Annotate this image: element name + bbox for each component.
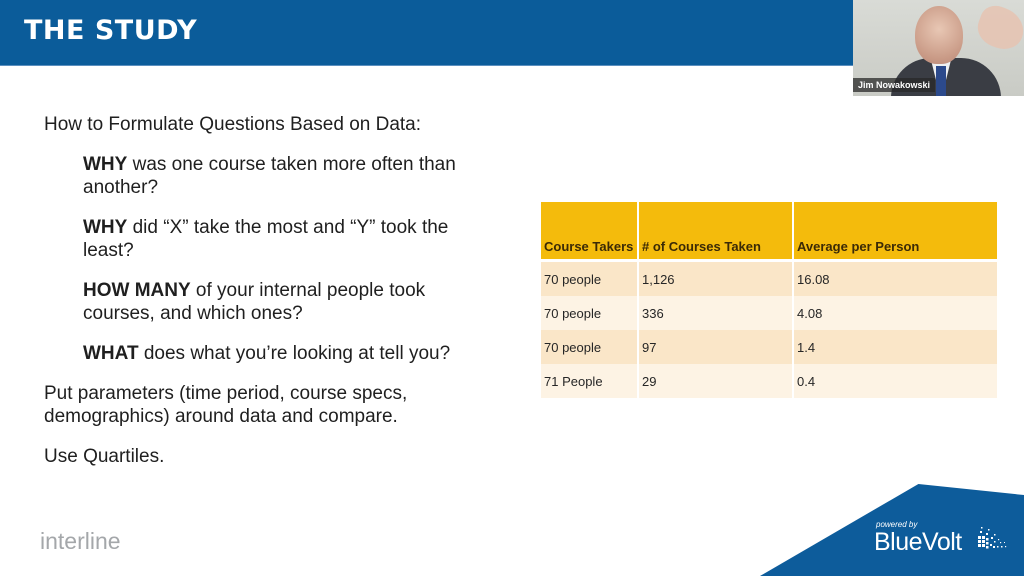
question-keyword: WHY xyxy=(83,217,128,238)
column-header-courses-taken: # of Courses Taken xyxy=(639,202,792,262)
table-cell: 97 xyxy=(639,330,792,364)
table-row: 70 people 1,126 16.08 xyxy=(541,262,997,296)
question-text: of your internal people took courses, an… xyxy=(83,280,426,324)
question-item: WHAT does what you’re looking at tell yo… xyxy=(83,342,523,365)
table-cell: 336 xyxy=(639,296,792,330)
presenter-webcam-video[interactable]: Jim Nowakowski xyxy=(853,0,1024,96)
powered-by-label: powered by xyxy=(876,520,918,529)
question-item: WHY was one course taken more often than… xyxy=(83,153,524,199)
table-cell: 70 people xyxy=(541,262,637,296)
presenter-tie xyxy=(936,66,946,96)
question-text: was one course taken more often than ano… xyxy=(83,154,456,198)
table-row: 70 people 336 4.08 xyxy=(541,296,997,330)
slide-title: THE STUDY xyxy=(24,15,198,46)
slide-body-text: How to Formulate Questions Based on Data… xyxy=(44,113,524,485)
bluevolt-burst-icon xyxy=(978,527,1007,549)
bluevolt-logo: BlueVolt xyxy=(874,528,962,556)
question-keyword: WHY xyxy=(83,154,128,175)
participant-name-label: Jim Nowakowski xyxy=(853,78,936,92)
presenter-head xyxy=(915,6,963,64)
table-cell: 0.4 xyxy=(794,364,997,398)
table-cell: 70 people xyxy=(541,330,637,364)
table-cell: 16.08 xyxy=(794,262,997,296)
table-row: 70 people 97 1.4 xyxy=(541,330,997,364)
interline-logo: interline xyxy=(40,528,121,554)
question-item: WHY did “X” take the most and “Y” took t… xyxy=(83,216,463,262)
table-cell: 1,126 xyxy=(639,262,792,296)
question-text: did “X” take the most and “Y” took the l… xyxy=(83,217,449,261)
column-header-course-takers: Course Takers xyxy=(541,202,637,262)
table-cell: 29 xyxy=(639,364,792,398)
table-cell: 1.4 xyxy=(794,330,997,364)
table-cell: 4.08 xyxy=(794,296,997,330)
course-stats-table: Course Takers # of Courses Taken Average… xyxy=(539,202,999,398)
question-text: does what you’re looking at tell you? xyxy=(138,343,451,364)
question-keyword: HOW MANY xyxy=(83,280,191,301)
table-header-row: Course Takers # of Courses Taken Average… xyxy=(541,202,997,262)
question-item: HOW MANY of your internal people took co… xyxy=(83,279,483,325)
question-keyword: WHAT xyxy=(83,343,139,364)
column-header-average: Average per Person xyxy=(794,202,997,262)
presenter-hand xyxy=(972,1,1024,55)
intro-heading: How to Formulate Questions Based on Data… xyxy=(44,114,422,135)
parameters-paragraph: Put parameters (time period, course spec… xyxy=(44,383,408,427)
table-row: 71 People 29 0.4 xyxy=(541,364,997,398)
quartiles-paragraph: Use Quartiles. xyxy=(44,446,165,467)
table-cell: 71 People xyxy=(541,364,637,398)
table-cell: 70 people xyxy=(541,296,637,330)
